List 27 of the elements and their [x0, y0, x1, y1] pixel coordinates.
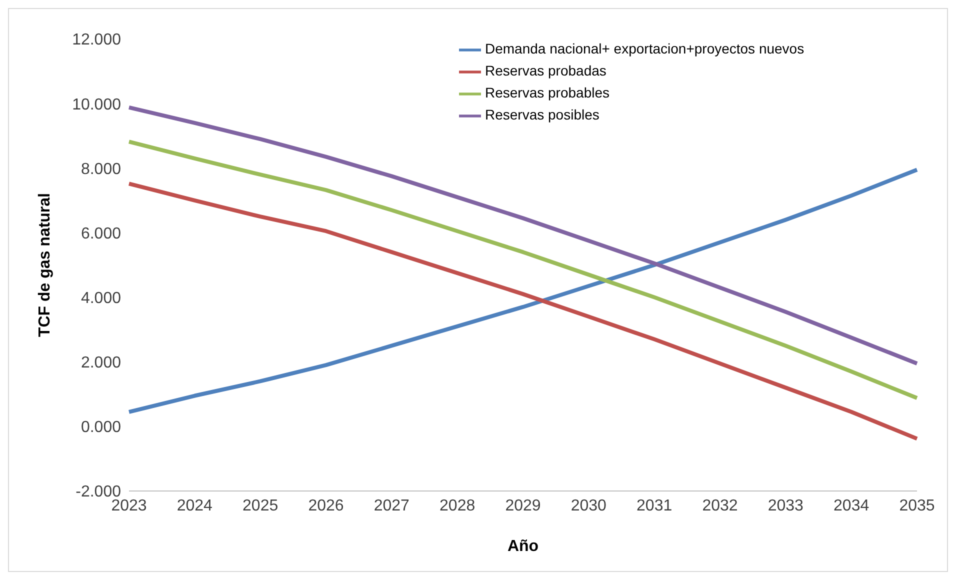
x-tick-label: 2033 — [768, 497, 804, 514]
x-tick-label: 2029 — [505, 497, 541, 514]
x-tick-label: 2024 — [176, 497, 213, 514]
y-axis-title: TCF de gas natural — [36, 192, 54, 338]
y-tick-label: 0.000 — [80, 419, 122, 436]
legend-label: Reservas posibles — [485, 106, 600, 123]
x-tick-label: 2026 — [308, 497, 344, 514]
y-tick-label: 8.000 — [80, 160, 122, 178]
x-tick-label: 2031 — [636, 497, 672, 514]
y-tick-label: 12.000 — [72, 32, 122, 49]
legend-label: Reservas probables — [485, 84, 610, 101]
x-tick-label: 2030 — [570, 497, 607, 514]
y-tick-label: 4.000 — [80, 290, 122, 307]
legend-label: Demanda nacional+ exportacion+proyectos nuevos — [485, 40, 804, 57]
legend-label: Reservas probadas — [485, 62, 606, 79]
line-series — [127, 140, 919, 400]
x-tick-label: 2034 — [834, 497, 870, 514]
line-series — [127, 105, 919, 366]
x-tick-label: 2025 — [242, 497, 278, 514]
x-tick-label: 2035 — [899, 497, 935, 514]
y-tick-label: 2.000 — [80, 354, 122, 372]
y-tick-label: 10.000 — [72, 96, 122, 114]
x-axis-title: Año — [507, 538, 539, 555]
x-tick-label: 2028 — [440, 497, 476, 514]
x-tick-label: 2027 — [374, 497, 410, 514]
x-tick-label: 2032 — [702, 497, 738, 514]
y-tick-label: 6.000 — [80, 225, 122, 242]
